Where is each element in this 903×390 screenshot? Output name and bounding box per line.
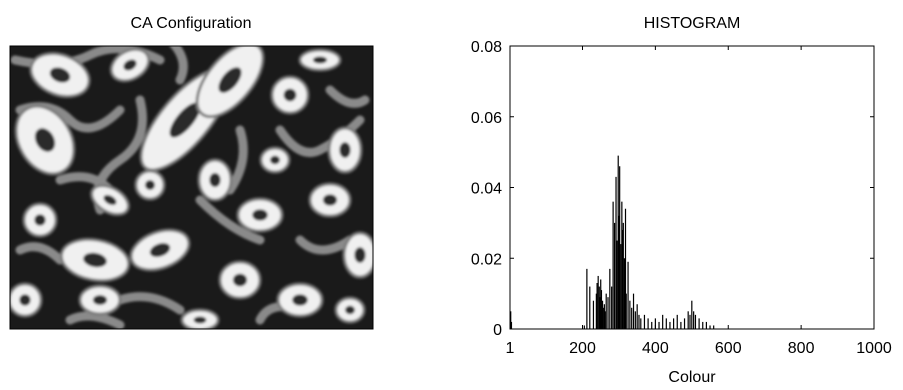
- ca-pattern-stroke: [325, 85, 370, 108]
- x-tick-label: 600: [715, 340, 742, 357]
- y-tick-label: 0.08: [471, 39, 502, 56]
- ca-ring-core: [283, 88, 297, 102]
- x-tick-label: 200: [569, 340, 596, 357]
- ca-pattern-stroke: [195, 195, 265, 245]
- histogram-plot-area: 1 200 400 600 800 1000 0 0.02 0.04 0.06 0.08: [471, 39, 892, 357]
- ca-ring-core: [354, 247, 366, 263]
- ca-ring-core: [93, 295, 107, 305]
- ca-configuration-image: [9, 45, 374, 330]
- ca-ring-core: [83, 252, 107, 268]
- ca-ring-core: [292, 294, 308, 306]
- ca-ring-core: [313, 56, 327, 64]
- ca-ring-core: [145, 180, 155, 190]
- x-axis-label: Colour: [668, 369, 716, 386]
- x-tick-label: 1000: [856, 340, 892, 357]
- y-tick-label: 0.04: [471, 181, 502, 198]
- ca-ring-core: [218, 67, 242, 93]
- ca-ring-core: [233, 273, 247, 287]
- y-tick-label: 0.06: [471, 110, 502, 127]
- ca-ring-core: [323, 194, 337, 206]
- ca-ring-core: [252, 209, 268, 221]
- y-axis-ticks: 0 0.02 0.04 0.06 0.08: [471, 39, 874, 339]
- ca-ring-core: [193, 316, 207, 324]
- ca-pattern-stroke: [65, 311, 125, 329]
- ca-ring-core: [209, 173, 221, 187]
- ca-ring-core: [169, 102, 201, 138]
- y-tick-label: 0: [493, 322, 502, 339]
- ca-pattern-stroke: [115, 292, 185, 315]
- x-axis-ticks: 1 200 400 600 800 1000: [506, 46, 892, 357]
- plot-frame: [509, 45, 875, 330]
- histogram-title: HISTOGRAM: [644, 15, 741, 32]
- ca-ring-core: [345, 305, 355, 315]
- y-tick-label: 0.02: [471, 251, 502, 268]
- ca-pattern-stroke: [15, 242, 65, 265]
- histogram-bars: [510, 155, 715, 329]
- ca-ring-core: [34, 128, 56, 152]
- ca-pattern-stroke: [169, 46, 188, 85]
- ca-ring-core: [19, 294, 31, 306]
- x-tick-label: 800: [788, 340, 815, 357]
- ca-ring-core: [103, 194, 117, 206]
- ca-ring-core: [149, 243, 171, 257]
- ca-ring-core: [123, 59, 137, 71]
- ca-ring-core: [270, 155, 280, 165]
- ca-ring-core: [34, 214, 46, 226]
- ca-configuration-title: CA Configuration: [131, 15, 252, 32]
- x-tick-label: 1: [506, 340, 515, 357]
- x-tick-label: 400: [642, 340, 669, 357]
- ca-pattern-stroke: [225, 125, 248, 195]
- ca-ring-core: [49, 67, 71, 83]
- ca-ring-core: [339, 142, 351, 158]
